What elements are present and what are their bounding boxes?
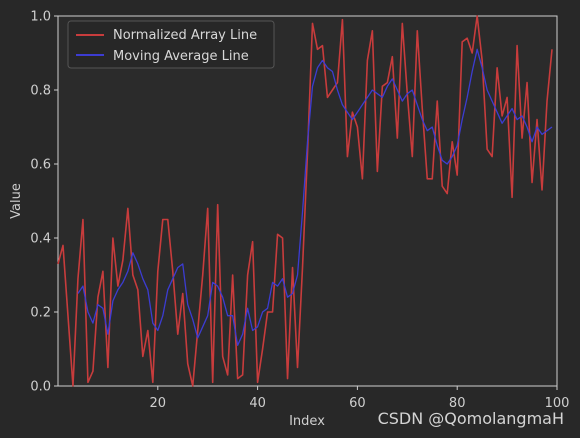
y-tick-label: 0.8 [30,84,51,99]
x-axis-title: Index [289,414,325,429]
legend-label-moving-average: Moving Average Line [113,49,249,64]
series-layer [57,15,553,387]
legend: Normalized Array Line Moving Average Lin… [67,20,275,69]
y-tick-label: 0.2 [30,306,51,321]
x-tick-label: 100 [545,396,570,411]
series-line-moving-average [77,48,553,346]
y-axis-title: Value [9,183,24,219]
x-tick-label: 20 [150,396,167,411]
series-line-normalized [57,15,553,387]
tick-layer: 20 40 60 80 100 0.0 0.2 0.4 0.6 0.8 1.0 [30,10,569,412]
y-tick-label: 0.4 [30,232,51,247]
x-tick-label: 40 [249,396,266,411]
x-tick-label: 60 [349,396,366,411]
legend-label-normalized: Normalized Array Line [113,28,257,43]
y-tick-label: 0.0 [30,380,51,395]
watermark: CSDN @QomolangmaH [377,409,564,428]
legend-box [67,20,275,69]
y-tick-label: 1.0 [30,10,51,25]
y-tick-label: 0.6 [30,158,51,173]
x-tick-label: 80 [449,396,466,411]
